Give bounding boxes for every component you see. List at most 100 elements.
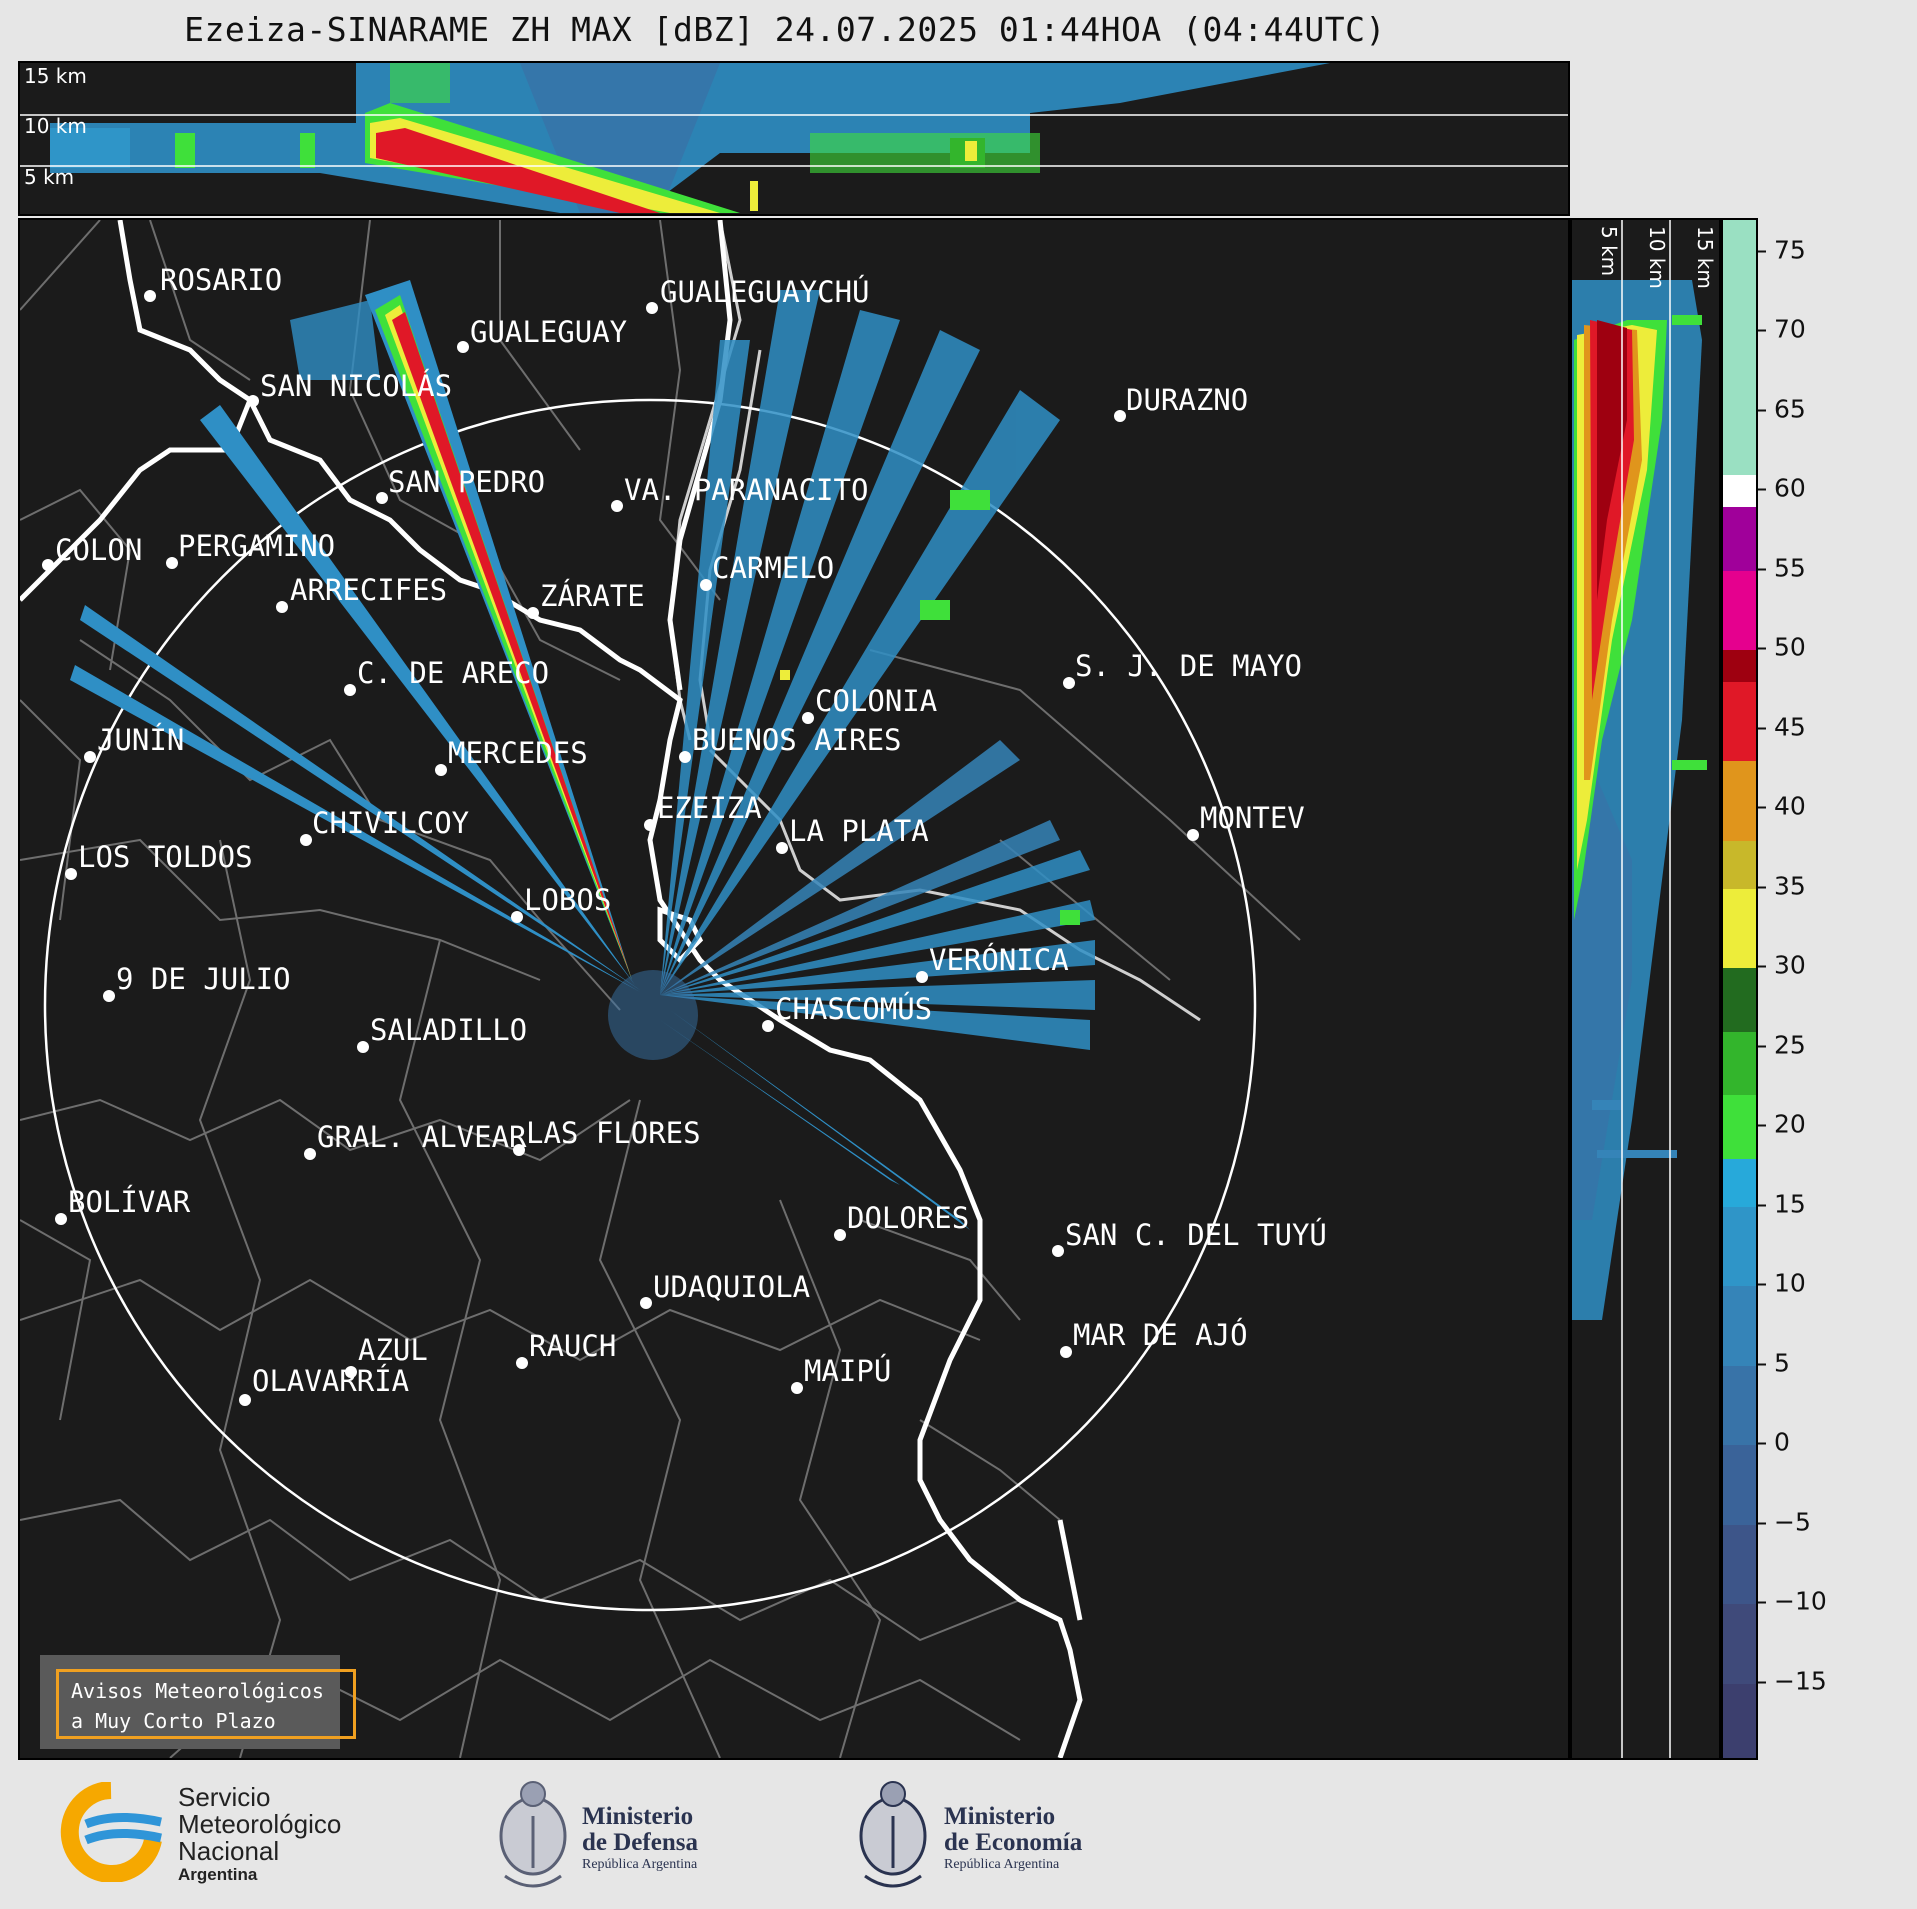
svg-text:VERÓNICA: VERÓNICA [929,943,1069,977]
city-san-nicolas: SAN NICOLÁS [247,369,452,407]
city-va-paranacito: VA. PARANACITO [611,473,868,512]
colorbar-tick-label: −5 [1758,1507,1811,1536]
colorbar-tick-label: 75 [1758,235,1806,264]
colorbar-tick-label: 20 [1758,1110,1806,1139]
city-mercedes: MERCEDES [435,736,588,776]
colorbar-tick-label: 60 [1758,474,1806,503]
city-durazno: DURAZNO [1114,383,1248,422]
svg-text:GRAL. ALVEAR: GRAL. ALVEAR [317,1120,527,1154]
city-arrecifes: ARRECIFES [276,573,447,613]
city-las-flores: LAS FLORES [513,1116,701,1156]
svg-text:PERGAMINO: PERGAMINO [178,529,335,563]
city-san-pedro: SAN PEDRO [376,465,545,504]
svg-text:BOLÍVAR: BOLÍVAR [68,1185,191,1219]
smn-logo-text: Servicio Meteorológico Nacional Argentin… [178,1782,342,1885]
colorbar-band [1723,1444,1756,1525]
colorbar-tick-label: 15 [1758,1189,1806,1218]
top-alt-label-10: 10 km [24,114,87,138]
city-saladillo: SALADILLO [357,1013,527,1053]
svg-text:LA PLATA: LA PLATA [789,814,929,848]
svg-text:MAIPÚ: MAIPÚ [804,1354,891,1388]
city-c-de-areco: C. DE ARECO [344,656,549,696]
svg-text:CHASCOMÚS: CHASCOMÚS [775,992,932,1026]
svg-text:MONTEV: MONTEV [1200,801,1305,835]
side-alt-label-10: 10 km [1645,226,1669,289]
svg-text:DOLORES: DOLORES [847,1201,969,1235]
city-carmelo: CARMELO [700,551,834,591]
defensa-logo-text: Ministerio de Defensa República Argentin… [582,1803,698,1873]
top-alt-label-15: 15 km [24,64,87,88]
colorbar-band [1723,506,1756,571]
colorbar-band [1723,220,1756,476]
city-veronica: VERÓNICA [916,943,1069,983]
radar-map: ROSARIO GUALEGUAYCHÚ GUALEGUAY SAN NICOL… [20,220,1327,1758]
svg-text:CARMELO: CARMELO [712,551,834,585]
svg-text:LAS FLORES: LAS FLORES [526,1116,701,1150]
colorbar-tick-label: 70 [1758,315,1806,344]
colorbar-tick-label: 10 [1758,1269,1806,1298]
city-gualeguay: GUALEGUAY [457,315,627,353]
colorbar-tick-label: −15 [1758,1666,1827,1695]
side-cross-section-plot: 5 km 10 km 15 km [1572,220,1717,1758]
svg-text:LOBOS: LOBOS [524,883,611,917]
top-cross-section-panel: 15 km 10 km 5 km [18,61,1570,216]
city-9-de-julio: 9 DE JULIO [103,962,291,1002]
colorbar-band [1723,569,1756,651]
warning-box-line2: a Muy Corto Plazo [71,1709,276,1733]
colorbar-band [1723,887,1756,969]
city-colonia: COLONIA [802,684,937,724]
svg-text:C. DE ARECO: C. DE ARECO [357,656,549,690]
radar-echoes [70,280,1095,1230]
svg-text:ROSARIO: ROSARIO [160,263,282,297]
svg-text:AZUL: AZUL [358,1333,428,1367]
svg-text:9 DE JULIO: 9 DE JULIO [116,962,291,996]
city-dolores: DOLORES [834,1201,969,1241]
svg-text:RAUCH: RAUCH [529,1329,616,1363]
colorbar-band [1723,760,1756,841]
city-la-plata: LA PLATA [776,814,929,854]
colorbar-band [1723,839,1756,889]
city-olavarria: OLAVARRÍA [239,1364,409,1406]
colorbar-tick-label: 0 [1758,1428,1790,1457]
side-cross-section-panel: 5 km 10 km 15 km [1570,218,1721,1760]
svg-text:COLON: COLON [55,533,142,567]
top-alt-label-5: 5 km [24,165,74,189]
city-rosario: ROSARIO [144,263,282,302]
svg-text:COLONIA: COLONIA [815,684,937,718]
colorbar-tick-label: 65 [1758,394,1806,423]
city-junin: JUNÍN [84,723,184,763]
svg-text:SAN NICOLÁS: SAN NICOLÁS [260,369,452,403]
city-s-j-de-mayo: S. J. DE MAYO [1063,649,1302,689]
city-gualeguaychu: GUALEGUAYCHÚ [646,275,870,314]
page-title: Ezeiza-SINARAME ZH MAX [dBZ] 24.07.2025 … [184,10,1386,49]
city-pergamino: PERGAMINO [166,529,335,569]
side-alt-label-5: 5 km [1597,226,1621,276]
svg-text:SAN PEDRO: SAN PEDRO [388,465,545,499]
city-chivilcoy: CHIVILCOY [300,806,469,846]
colorbar-tick-label: 50 [1758,633,1806,662]
svg-text:SALADILLO: SALADILLO [370,1013,527,1047]
city-chascomus: CHASCOMÚS [762,992,932,1032]
colorbar-band [1723,1523,1756,1605]
warning-box[interactable]: Avisos Meteorológicos a Muy Corto Plazo [40,1655,356,1749]
city-san-c-del-tuyu: SAN C. DEL TUYÚ [1052,1218,1327,1257]
economia-seal-icon [855,1776,931,1896]
smn-logo-icon [60,1781,162,1883]
city-lobos: LOBOS [511,883,611,923]
colorbar-tick-label: 55 [1758,553,1806,582]
svg-text:EZEIZA: EZEIZA [657,791,762,825]
colorbar-band [1723,1157,1756,1207]
colorbar-tick-label: 30 [1758,951,1806,980]
svg-text:SAN C. DEL TUYÚ: SAN C. DEL TUYÚ [1065,1218,1327,1252]
city-colon: COLON [42,533,142,571]
colorbar-tick-label: 40 [1758,792,1806,821]
city-azul: AZUL [345,1333,428,1378]
city-mar-de-ajo: MAR DE AJÓ [1060,1318,1248,1358]
city-rauch: RAUCH [516,1329,616,1369]
city-buenos-aires: BUENOS AIRES [679,723,902,763]
economia-logo-text: Ministerio de Economía República Argenti… [944,1803,1083,1873]
side-alt-label-15: 15 km [1693,226,1717,289]
colorbar-band [1723,1603,1756,1684]
city-ezeiza: EZEIZA [644,791,762,831]
footer: Servicio Meteorológico Nacional Argentin… [0,1762,1917,1909]
